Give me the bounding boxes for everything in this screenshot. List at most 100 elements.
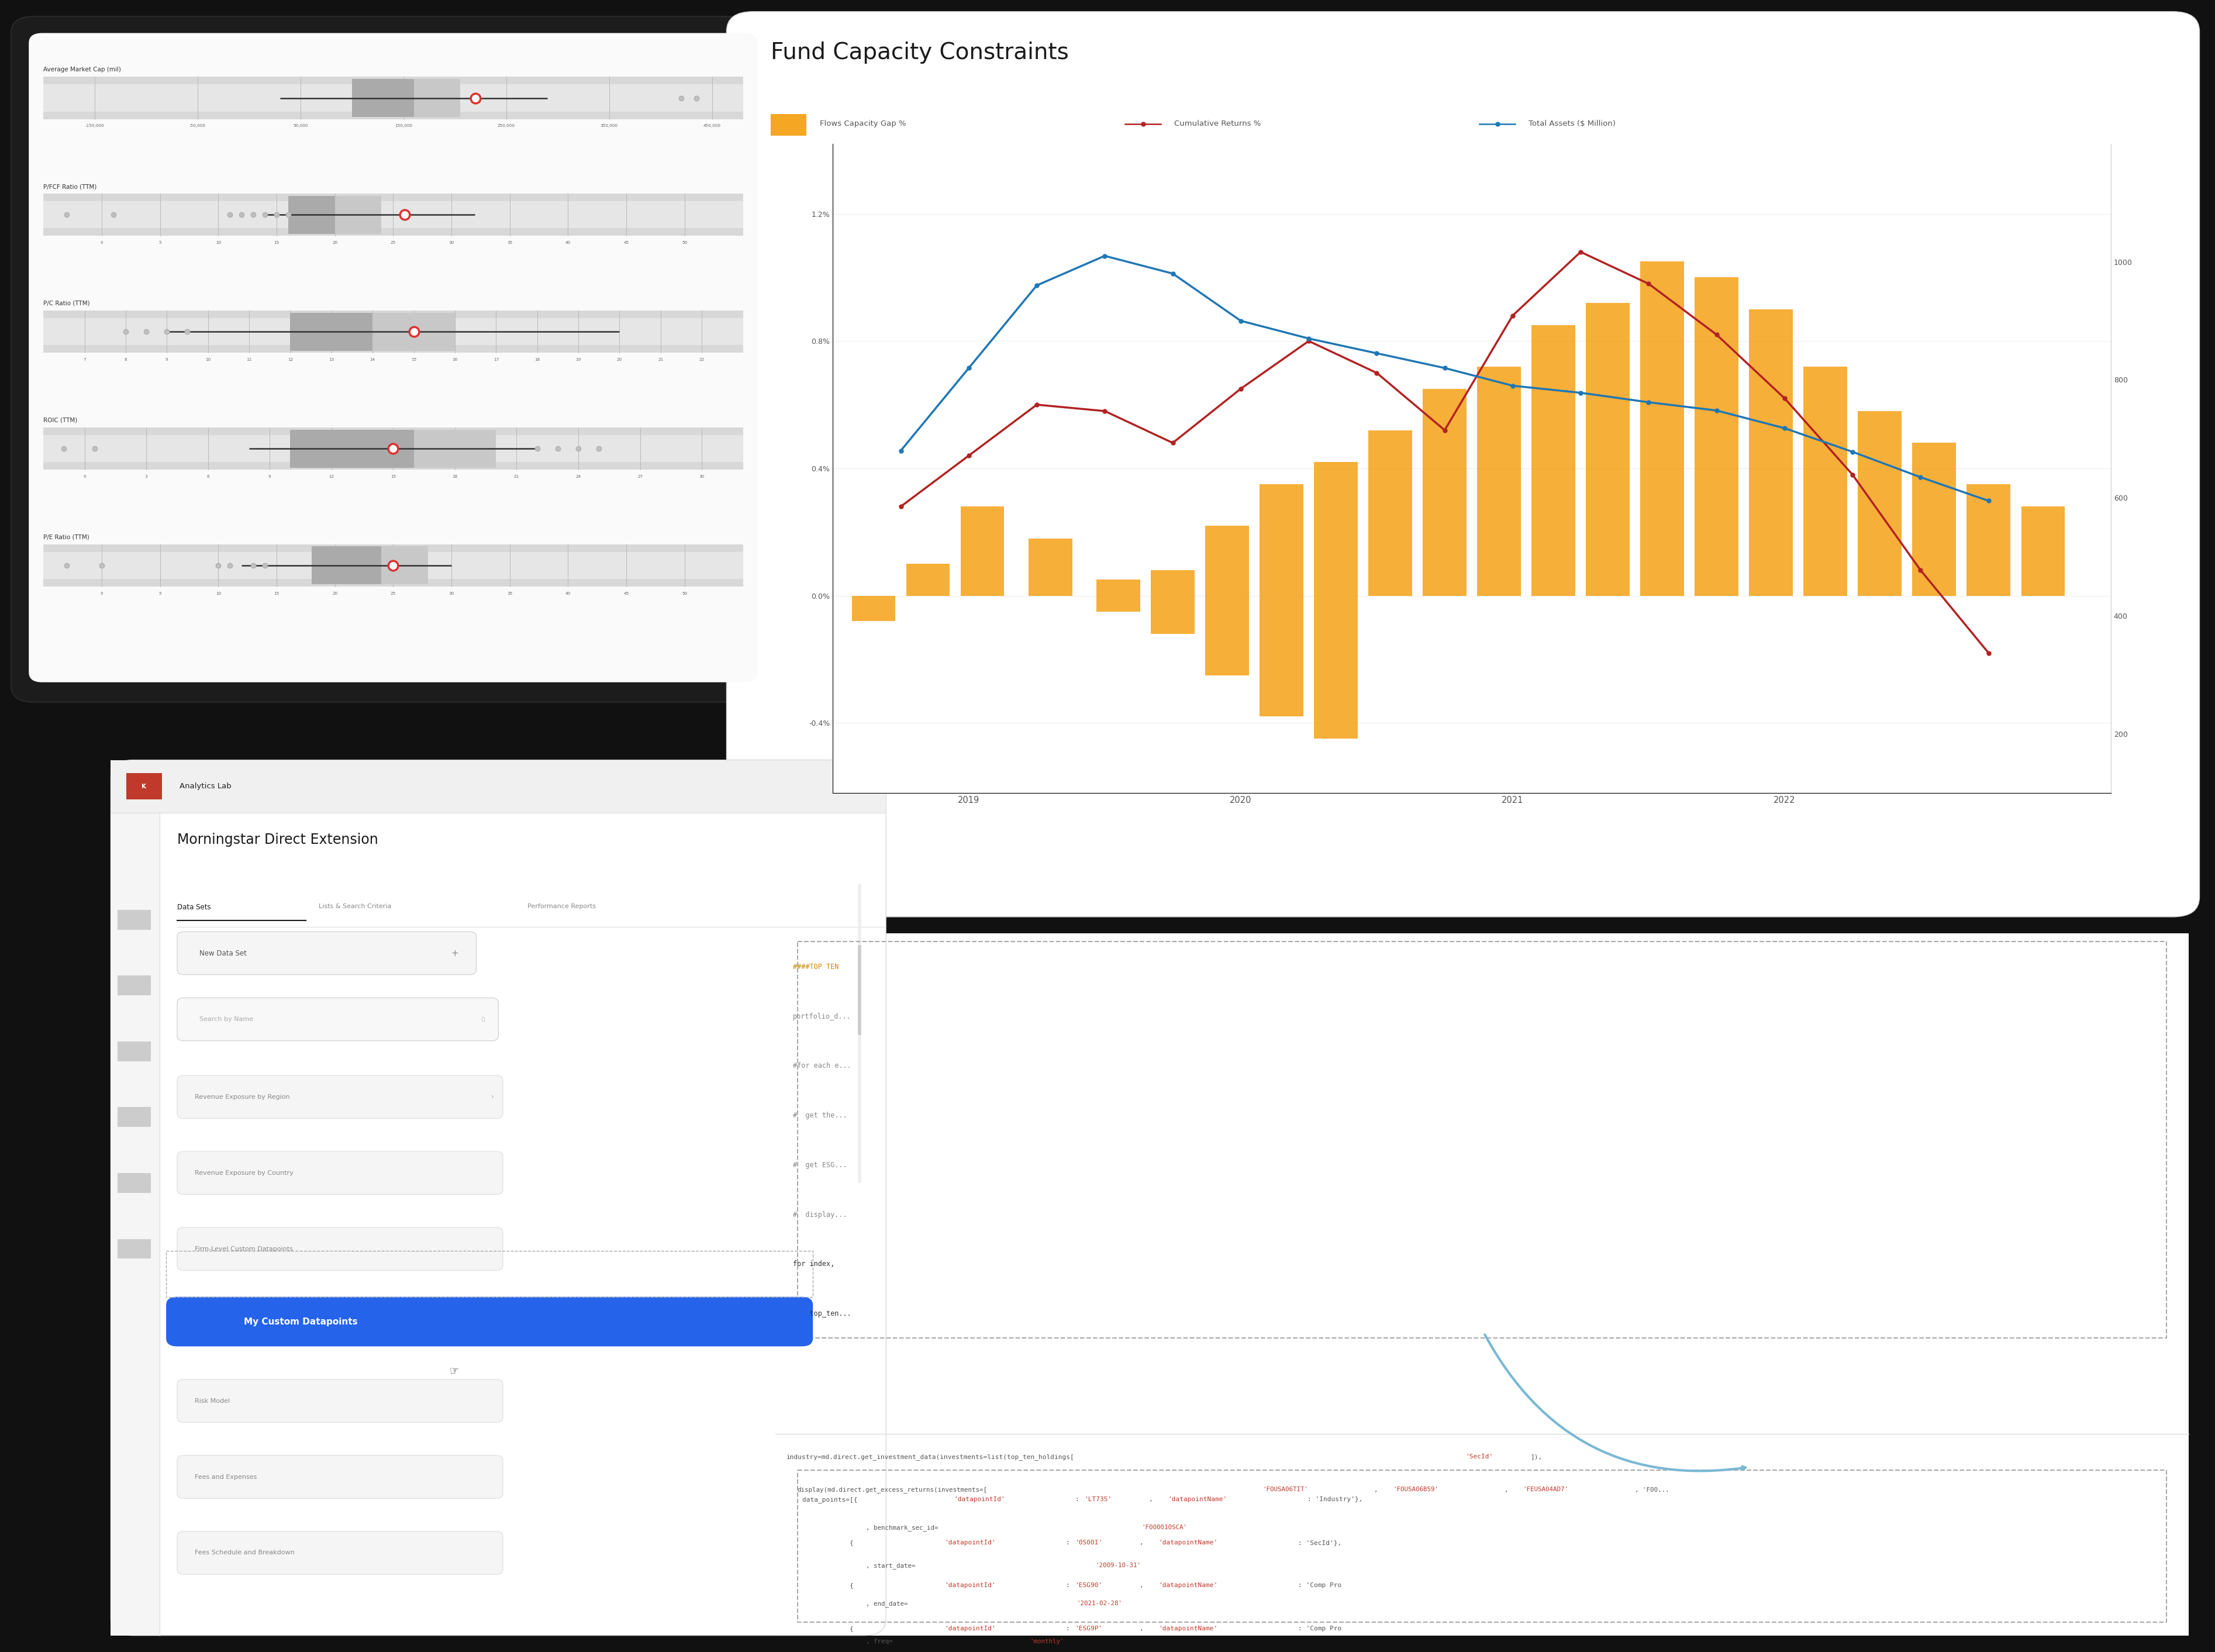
Bar (44, 84, 742, 111)
Text: 10: 10 (215, 591, 222, 595)
Bar (1750, 309, 1792, 596)
Text: {: { (786, 1626, 853, 1632)
Bar (117, 1041, 151, 1061)
Text: 12: 12 (328, 474, 334, 479)
Text: Average Market Cap (mil): Average Market Cap (mil) (44, 66, 122, 73)
Text: 15: 15 (412, 358, 416, 362)
Text: Revenue Exposure by Country: Revenue Exposure by Country (195, 1170, 295, 1176)
Text: 16: 16 (452, 358, 459, 362)
Bar (1967, 484, 2011, 596)
Bar (44, 552, 742, 578)
Bar (1586, 302, 1630, 596)
Bar (771, 114, 806, 135)
Bar (1152, 596, 1194, 634)
Bar (775, 933, 2188, 1635)
Bar (414, 79, 461, 117)
Text: 450,000: 450,000 (704, 124, 720, 127)
Text: 40: 40 (565, 241, 571, 244)
Bar (1369, 430, 1411, 596)
Text: 'datapointId': 'datapointId' (944, 1540, 997, 1546)
Text: 20: 20 (332, 241, 337, 244)
Bar (334, 197, 381, 235)
Text: 250,000: 250,000 (498, 124, 516, 127)
Text: 7: 7 (84, 358, 86, 362)
Bar (1422, 388, 1466, 596)
FancyBboxPatch shape (177, 1455, 503, 1498)
Text: Fees Schedule and Breakdown: Fees Schedule and Breakdown (195, 1550, 295, 1556)
Text: 20: 20 (616, 358, 622, 362)
Text: +: + (452, 948, 459, 958)
Text: 'datapointName': 'datapointName' (1167, 1497, 1227, 1503)
Text: 'ESG9P': 'ESG9P' (1074, 1626, 1103, 1632)
Text: 'FOUSA06TIT': 'FOUSA06TIT' (1263, 1487, 1309, 1493)
Text: 35: 35 (507, 241, 512, 244)
Text: for index,: for index, (793, 1260, 835, 1269)
Text: 8: 8 (124, 358, 126, 362)
Text: 12: 12 (288, 358, 292, 362)
Text: 45: 45 (625, 241, 629, 244)
Bar (1912, 443, 1956, 596)
Text: , end_date=: , end_date= (797, 1601, 910, 1607)
Text: :: : (1074, 1497, 1079, 1503)
Text: '0S00I': '0S00I' (1074, 1540, 1103, 1546)
Text: Lists & Search Criteria: Lists & Search Criteria (319, 904, 392, 910)
Text: Flows Capacity Gap: Flows Capacity Gap (1473, 603, 1557, 611)
Text: Fees and Expenses: Fees and Expenses (195, 1474, 257, 1480)
Text: 14: 14 (370, 358, 374, 362)
FancyBboxPatch shape (177, 1227, 503, 1270)
FancyBboxPatch shape (727, 12, 2199, 917)
Text: 15: 15 (275, 241, 279, 244)
Text: Fund Capacity Constraints: Fund Capacity Constraints (771, 41, 1070, 63)
Bar (1694, 278, 1739, 596)
Text: P/C Ratio (TTM): P/C Ratio (TTM) (44, 301, 91, 306)
Bar (288, 197, 334, 235)
FancyBboxPatch shape (177, 1075, 503, 1118)
Text: 50: 50 (682, 591, 687, 595)
Text: 30: 30 (450, 241, 454, 244)
Text: 'datapointId': 'datapointId' (944, 1583, 997, 1589)
Text: Performance Reports: Performance Reports (527, 904, 596, 910)
Text: 'datapointName': 'datapointName' (1158, 1626, 1218, 1632)
Text: 11: 11 (246, 358, 253, 362)
Bar (44, 78, 742, 119)
FancyBboxPatch shape (166, 1297, 813, 1346)
Bar (44, 428, 742, 469)
Text: 350,000: 350,000 (600, 124, 618, 127)
Text: Firm-Level Custom Datapoints: Firm-Level Custom Datapoints (195, 1246, 292, 1252)
Text: 'FOUSA06B59': 'FOUSA06B59' (1393, 1487, 1438, 1493)
Text: ,: , (1150, 1497, 1156, 1503)
Text: 9: 9 (166, 358, 168, 362)
Bar (1641, 261, 1683, 596)
FancyBboxPatch shape (177, 1379, 503, 1422)
FancyBboxPatch shape (177, 1531, 503, 1574)
Text: :: : (1065, 1583, 1070, 1589)
Bar (352, 79, 414, 117)
Text: 15: 15 (390, 474, 396, 479)
Bar (906, 563, 950, 596)
Text: 13: 13 (328, 358, 334, 362)
FancyBboxPatch shape (177, 998, 498, 1041)
Text: 40: 40 (565, 591, 571, 595)
Text: 17: 17 (494, 358, 498, 362)
Text: portfolio_d...: portfolio_d... (793, 1013, 851, 1021)
Bar (44, 544, 742, 586)
Text: : 'Comp Pro: : 'Comp Pro (1298, 1626, 1342, 1632)
FancyBboxPatch shape (1345, 555, 1688, 729)
Bar (111, 813, 159, 1635)
Text: '2009-10-31': '2009-10-31' (1094, 1563, 1141, 1569)
Bar (961, 507, 1003, 596)
Text: K: K (142, 783, 146, 790)
Text: 25: 25 (390, 241, 396, 244)
Bar (1205, 525, 1249, 596)
Bar (126, 773, 162, 800)
Text: Search by Name: Search by Name (199, 1016, 253, 1023)
Text: 3: 3 (144, 474, 148, 479)
Text: 21: 21 (658, 358, 662, 362)
Text: 🔍: 🔍 (481, 1016, 485, 1023)
Text: 18: 18 (452, 474, 459, 479)
Text: '2021-02-28': '2021-02-28' (1076, 1601, 1123, 1607)
Bar (44, 319, 742, 345)
Text: Morningstar Direct Extension: Morningstar Direct Extension (177, 833, 379, 846)
Bar (1028, 539, 1072, 596)
Text: Flows Capacity Gap %: Flows Capacity Gap % (820, 121, 906, 127)
